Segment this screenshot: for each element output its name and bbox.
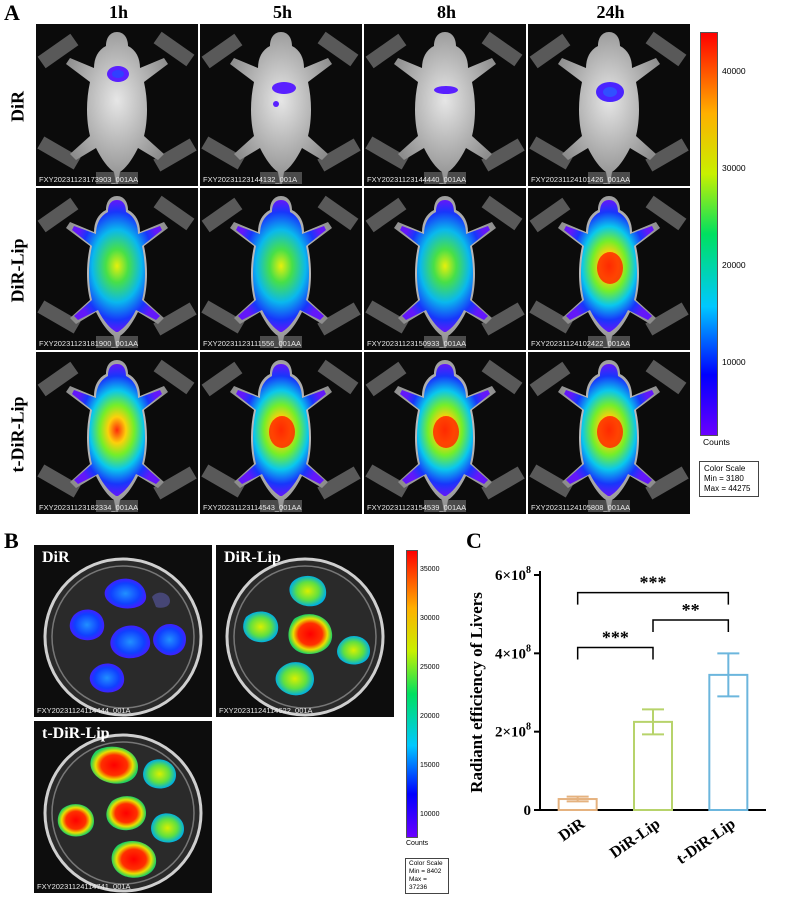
colorbar-a-tick-30000: 30000 — [722, 163, 746, 173]
mouse-image-2-0: FXY20231123182334_001AA — [36, 352, 198, 514]
mouse-image-1-2: FXY20231123150933_001AA — [364, 188, 526, 350]
panel-c-letter: C — [466, 528, 482, 553]
mouse-image-1-0: FXY20231123181900_001AA — [36, 188, 198, 350]
row-label-dir-lip: DiR-Lip — [7, 238, 28, 303]
colorbar-b-tick-20000: 20000 — [420, 713, 440, 720]
dish-label-t-dir-lip: t-DiR-Lip — [42, 725, 110, 742]
y-tick-label: 0 — [524, 803, 532, 819]
mouse-image-caption: FXY20231123154539_001AA — [367, 503, 467, 512]
panel-a-colorbar — [700, 32, 718, 436]
mouse-image-0-1: FXY20231123144132_001A — [200, 24, 362, 186]
mouse-image-caption: FXY20231124102422_001AA — [531, 339, 631, 348]
liver-radiance-bar-chart: 0 2×108 4×108 6×108 Radiant efficiency of Li… — [467, 565, 766, 868]
colorbar-b-tick-35000: 35000 — [420, 566, 440, 573]
panel-b-colorbar — [406, 550, 418, 838]
mouse-image-caption: FXY20231123144132_001A — [203, 175, 298, 184]
color-scale-a-title: Color Scale — [704, 464, 746, 473]
color-scale-a-max: Max = 44275 — [704, 484, 751, 493]
x-category-label: DiR — [556, 815, 589, 845]
color-scale-b-title: Color Scale — [409, 860, 443, 867]
column-label-24h: 24h — [596, 2, 625, 22]
mouse-image-caption: FXY20231123144440_001AA — [367, 175, 467, 184]
significance-bracket — [652, 619, 730, 633]
mouse-image-caption: FXY20231123182334_001AA — [39, 503, 139, 512]
dish-label-dir-lip: DiR-Lip — [224, 549, 281, 566]
colorbar-a-tick-40000: 40000 — [722, 66, 746, 76]
mouse-image-0-3: FXY20231124101426_001AA — [528, 24, 690, 186]
y-axis-label: Radiant efficiency of Livers — [467, 592, 486, 793]
column-label-5h: 5h — [272, 2, 292, 22]
dish-caption-dir-lip: FXY20231124114622_001A — [219, 706, 313, 715]
dish-image-t-dir-lip: t-DiR-Lip FXY20231124114741_001A — [34, 721, 212, 893]
panel-b-letter: B — [4, 528, 19, 553]
mouse-image-caption: FXY20231124105808_001AA — [531, 503, 631, 512]
mouse-image-2-3: FXY20231124105808_001AA — [528, 352, 690, 514]
color-scale-b-min: Min = 8402 — [409, 868, 442, 875]
dish-image-dir: DiR FXY20231124114444_001A — [34, 545, 212, 717]
significance-label: *** — [640, 573, 667, 593]
colorbar-b-tick-10000: 10000 — [420, 811, 440, 818]
panel-b-color-scale-box: Color Scale Min = 8402 Max = 37236 — [405, 858, 449, 894]
mouse-image-caption: FXY20231124101426_001AA — [531, 175, 631, 184]
colorbar-b-tick-30000: 30000 — [420, 615, 440, 622]
colorbar-b-units: Counts — [406, 840, 429, 847]
color-scale-b-max: Max = 37236 — [409, 876, 428, 891]
x-category-label: t-DiR-Lip — [674, 815, 739, 868]
significance-bracket — [576, 646, 654, 660]
significance-label: ** — [682, 600, 700, 620]
mouse-image-caption: FXY20231123111556_001AA — [203, 339, 302, 348]
mouse-image-caption: FXY20231123173903_001AA — [39, 175, 139, 184]
mouse-image-2-2: FXY20231123154539_001AA — [364, 352, 526, 514]
y-tick-label: 4×108 — [495, 643, 531, 662]
mouse-image-1-1: FXY20231123111556_001AA — [200, 188, 362, 350]
mouse-image-0-2: FXY20231123144440_001AA — [364, 24, 526, 186]
dish-caption-t-dir-lip: FXY20231124114741_001A — [37, 882, 131, 891]
colorbar-a-tick-20000: 20000 — [722, 260, 746, 270]
y-tick-label: 6×108 — [495, 565, 531, 584]
row-label-t-dir-lip: t-DiR-Lip — [7, 396, 28, 473]
significance-label: *** — [602, 627, 629, 647]
colorbar-a-tick-10000: 10000 — [722, 357, 746, 367]
color-scale-a-min: Min = 3180 — [704, 474, 744, 483]
mouse-image-caption: FXY20231123114543_001AA — [203, 503, 302, 512]
mouse-image-caption: FXY20231123150933_001AA — [367, 339, 467, 348]
mouse-image-caption: FXY20231123181900_001AA — [39, 339, 139, 348]
mouse-image-1-3: FXY20231124102422_001AA — [528, 188, 690, 350]
row-label-dir: DiR — [7, 91, 28, 122]
column-label-8h: 8h — [436, 2, 456, 22]
significance-bracket — [576, 591, 730, 605]
x-category-label: DiR-Lip — [607, 815, 663, 862]
colorbar-b-tick-25000: 25000 — [420, 664, 440, 671]
y-tick-label: 2×108 — [495, 722, 531, 741]
dish-image-dir-lip: DiR-Lip FXY20231124114622_001A — [216, 545, 394, 717]
dish-label-dir: DiR — [42, 549, 70, 566]
colorbar-a-units: Counts — [703, 437, 730, 447]
panel-a-color-scale-box: Color Scale Min = 3180 Max = 44275 — [699, 461, 759, 497]
column-label-1h: 1h — [108, 2, 128, 22]
mouse-image-0-0: FXY20231123173903_001AA — [36, 24, 198, 186]
colorbar-b-tick-15000: 15000 — [420, 762, 440, 769]
panel-a-letter: A — [4, 0, 20, 25]
dish-caption-dir: FXY20231124114444_001A — [37, 706, 131, 715]
mouse-image-2-1: FXY20231123114543_001AA — [200, 352, 362, 514]
